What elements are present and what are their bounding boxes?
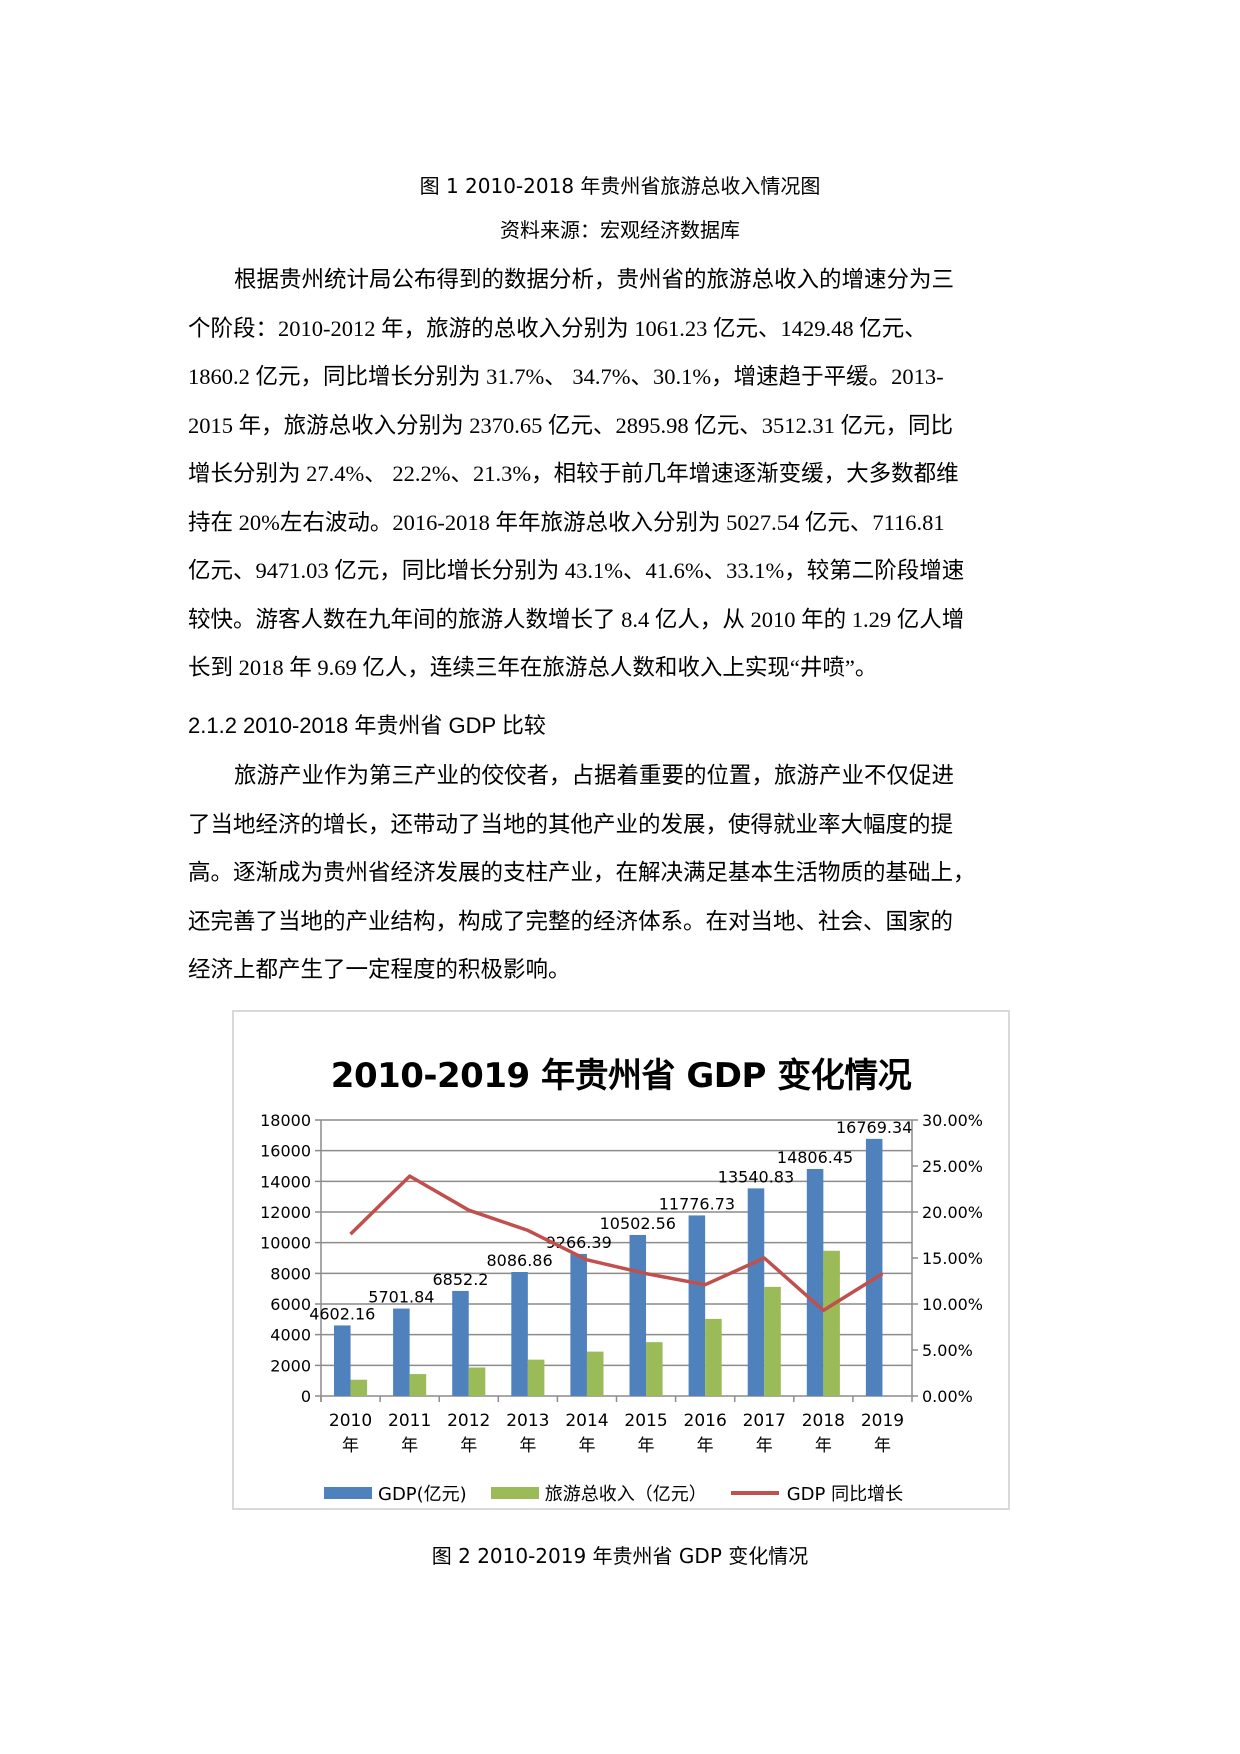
x-axis-label-suffix: 年: [578, 1436, 595, 1456]
legend-item-tourism: 旅游总收入（亿元）: [490, 1480, 707, 1506]
text-line: 亿元、9471.03 亿元，同比增长分别为 43.1%、41.6%、33.1%，…: [188, 558, 965, 583]
left-axis-tick: 10000: [260, 1234, 311, 1253]
x-axis-label-year: 2019: [861, 1411, 904, 1431]
x-axis-label-year: 2018: [802, 1411, 845, 1431]
x-axis-label-year: 2014: [565, 1411, 608, 1431]
tourism-bar: [468, 1367, 486, 1396]
gdp-bar: [452, 1290, 469, 1396]
text-line: 较快。游客人数在九年间的旅游人数增长了 8.4 亿人，从 2010 年的 1.2…: [188, 606, 965, 632]
text-line: 2015 年，旅游总收入分别为 2370.65 亿元、2895.98 亿元、35…: [188, 412, 954, 438]
gdp-bar: [629, 1234, 647, 1396]
x-axis-label-suffix: 年: [401, 1436, 418, 1456]
right-axis-tick: 25.00%: [922, 1157, 983, 1176]
gdp-data-label: 6852.2: [432, 1270, 488, 1289]
left-axis-tick: 4000: [270, 1326, 311, 1345]
legend-item-gdp: GDP(亿元): [324, 1480, 467, 1506]
right-axis-tick: 15.00%: [922, 1249, 983, 1268]
gdp-bar: [511, 1272, 528, 1396]
text-line: 经济上都产生了一定程度的积极影响。: [188, 957, 571, 982]
x-axis-label-year: 2012: [447, 1411, 490, 1431]
x-axis-label-suffix: 年: [815, 1436, 832, 1456]
tourism-bar: [764, 1286, 781, 1396]
left-axis-tick: 18000: [260, 1111, 311, 1130]
gdp-data-label: 8086.86: [486, 1251, 552, 1270]
legend-swatch-tourism-icon: [490, 1487, 539, 1499]
legend-swatch-gdp-icon: [324, 1487, 372, 1499]
gdp-data-label: 10502.56: [600, 1214, 676, 1233]
text-line: 1860.2 亿元，同比增长分别为 31.7%、 34.7%、30.1%，增速趋…: [188, 364, 944, 389]
x-axis-label-suffix: 年: [874, 1436, 891, 1456]
legend-item-growth: GDP 同比增长: [730, 1480, 904, 1506]
gdp-data-label: 13540.83: [718, 1167, 794, 1186]
text-line: 长到 2018 年 9.69 亿人，连续三年在旅游总人数和收入上实现“井喷”。: [188, 655, 878, 680]
right-axis-tick: 30.00%: [922, 1111, 983, 1130]
x-axis-label-suffix: 年: [756, 1436, 773, 1456]
tourism-bar: [527, 1359, 545, 1396]
text-line: 了当地经济的增长，还带动了当地的其他产业的发展，使得就业率大幅度的提: [188, 811, 954, 837]
text-line: 还完善了当地的产业结构，构成了完整的经济体系。在对当地、社会、国家的: [188, 908, 954, 934]
left-axis-tick: 6000: [270, 1295, 311, 1314]
gdp-bar: [806, 1168, 824, 1396]
text-line: 根据贵州统计局公布得到的数据分析，贵州省的旅游总收入的增速分为三: [234, 267, 955, 292]
gdp-bar: [334, 1325, 351, 1396]
tourism-bar: [823, 1250, 840, 1396]
paragraph-tourism-industry: 旅游产业作为第三产业的佼佼者，占据着重要的位置，旅游产业不仅促进 了当地经济的增…: [188, 752, 1058, 995]
left-axis-tick: 12000: [260, 1203, 311, 1222]
legend-label: GDP(亿元): [378, 1484, 467, 1505]
gdp-bar: [688, 1215, 706, 1396]
x-axis-label-suffix: 年: [342, 1436, 359, 1456]
section-heading: 2.1.2 2010-2018 年贵州省 GDP 比较: [188, 713, 546, 738]
x-axis-label-year: 2013: [506, 1411, 549, 1431]
tourism-bar: [586, 1351, 604, 1396]
right-axis-tick: 0.00%: [922, 1387, 973, 1406]
left-axis-tick: 0: [301, 1387, 311, 1406]
chart-title: 2010-2019 年贵州省 GDP 变化情况: [330, 1056, 912, 1096]
gdp-bar: [747, 1188, 765, 1396]
left-axis-tick: 14000: [260, 1172, 311, 1191]
tourism-bar: [705, 1318, 722, 1396]
x-axis-label-year: 2015: [624, 1411, 667, 1431]
left-axis-tick: 16000: [260, 1142, 311, 1161]
legend-label: 旅游总收入（亿元）: [544, 1484, 707, 1505]
gdp-data-label: 4602.16: [309, 1304, 375, 1323]
text-line: 增长分别为 27.4%、 22.2%、21.3%，相较于前几年增速逐渐变缓，大多…: [188, 461, 959, 486]
right-axis-tick: 20.00%: [922, 1203, 983, 1222]
text-line: 旅游产业作为第三产业的佼佼者，占据着重要的位置，旅游产业不仅促进: [234, 763, 955, 788]
gdp-chart: 2010-2019 年贵州省 GDP 变化情况 0 2000 4000 6000 800…: [232, 1010, 1010, 1510]
left-axis-tick: 2000: [270, 1356, 311, 1375]
tourism-bar: [350, 1379, 368, 1396]
x-axis-label-suffix: 年: [697, 1436, 714, 1456]
gdp-bar: [570, 1253, 587, 1396]
gdp-bar: [865, 1138, 883, 1396]
paragraph-tourism-revenue: 根据贵州统计局公布得到的数据分析，贵州省的旅游总收入的增速分为三 个阶段：201…: [188, 256, 1058, 693]
chart-legend: GDP(亿元) 旅游总收入（亿元） GDP 同比增长: [324, 1480, 917, 1506]
figure1-source: 资料来源：宏观经济数据库: [500, 218, 740, 242]
tourism-bar: [646, 1342, 663, 1396]
right-axis-tick: 5.00%: [922, 1341, 973, 1360]
text-line: 高。逐渐成为贵州省经济发展的支柱产业，在解决满足基本生活物质的基础上，: [188, 860, 976, 885]
x-axis-label-year: 2010: [329, 1411, 372, 1431]
legend-line-growth-icon: [730, 1491, 779, 1495]
text-line: 持在 20%左右波动。2016-2018 年年旅游总收入分别为 5027.54 …: [188, 509, 945, 535]
x-axis-label-year: 2011: [388, 1411, 431, 1431]
x-axis-label-suffix: 年: [519, 1436, 536, 1456]
tourism-bar: [409, 1374, 427, 1396]
left-axis-tick: 8000: [270, 1264, 311, 1283]
x-axis-label-year: 2017: [743, 1411, 786, 1431]
right-axis-tick: 10.00%: [922, 1295, 983, 1314]
gdp-bar: [393, 1308, 410, 1396]
gdp-data-label: 5701.84: [368, 1288, 434, 1307]
x-axis-label-year: 2016: [684, 1411, 727, 1431]
chart-plot-area: 0 2000 4000 6000 8000 10000 12000 14000 16000 180…: [260, 1111, 983, 1456]
gdp-data-label: 16769.34: [836, 1118, 912, 1137]
x-axis-label-suffix: 年: [460, 1436, 477, 1456]
legend-label: GDP 同比增长: [786, 1484, 904, 1505]
gdp-growth-line: [349, 1174, 884, 1313]
figure2-caption: 图 2 2010-2019 年贵州省 GDP 变化情况: [431, 1544, 809, 1568]
gdp-data-label: 14806.45: [777, 1148, 853, 1167]
x-axis-label-suffix: 年: [638, 1436, 655, 1456]
figure1-caption: 图 1 2010-2018 年贵州省旅游总收入情况图: [419, 174, 821, 198]
text-line: 个阶段：2010-2012 年，旅游的总收入分别为 1061.23 亿元、142…: [188, 315, 927, 341]
gdp-data-label: 11776.73: [659, 1194, 735, 1213]
